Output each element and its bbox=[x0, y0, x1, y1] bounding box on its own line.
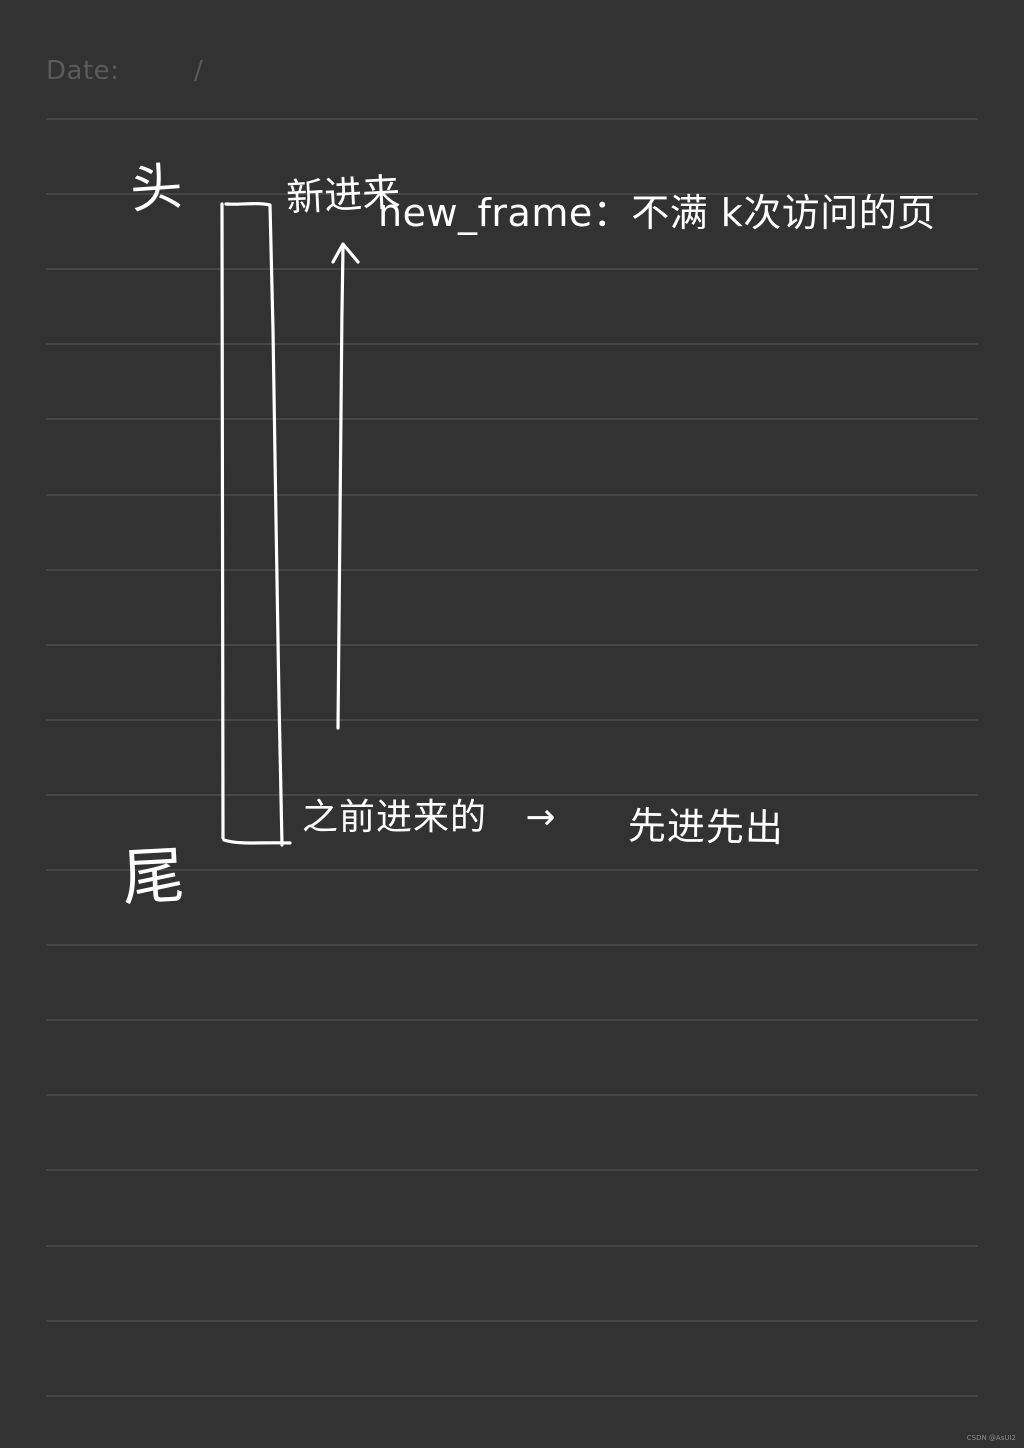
ruled-line bbox=[46, 118, 978, 120]
ruled-line bbox=[46, 1169, 978, 1172]
ruled-line bbox=[46, 343, 978, 346]
ruled-line bbox=[46, 1319, 978, 1322]
watermark: CSDN @AsUI2 bbox=[966, 1434, 1016, 1442]
ruled-line bbox=[46, 568, 978, 571]
ruled-line bbox=[46, 193, 978, 196]
ruled-line bbox=[46, 1019, 978, 1022]
ruled-line bbox=[46, 493, 978, 496]
old-in-text: 之前进来的 bbox=[302, 797, 488, 838]
ruled-line bbox=[46, 718, 978, 721]
ruled-line bbox=[46, 793, 978, 796]
arrow-right-icon: → bbox=[525, 797, 557, 838]
ruled-line bbox=[46, 1244, 978, 1247]
date-label: Date: bbox=[46, 56, 120, 86]
fifo-note: 先进先出 bbox=[627, 803, 785, 851]
date-separator: / bbox=[194, 56, 203, 86]
ruled-line bbox=[46, 643, 978, 646]
queue-box bbox=[220, 202, 292, 847]
ruled-line bbox=[46, 1394, 978, 1397]
old-in-note: 之前进来的 → bbox=[302, 788, 557, 840]
ruled-line bbox=[46, 869, 978, 871]
ruled-line bbox=[46, 1094, 978, 1097]
ruled-line bbox=[46, 418, 978, 421]
head-label: 头 bbox=[128, 157, 185, 221]
ruled-line bbox=[46, 268, 978, 271]
up-arrow bbox=[331, 242, 360, 730]
ruled-line bbox=[46, 944, 978, 947]
new-frame-note: new_frame：不满 k次访问的页 bbox=[378, 191, 936, 235]
tail-label: 尾 bbox=[120, 838, 187, 915]
